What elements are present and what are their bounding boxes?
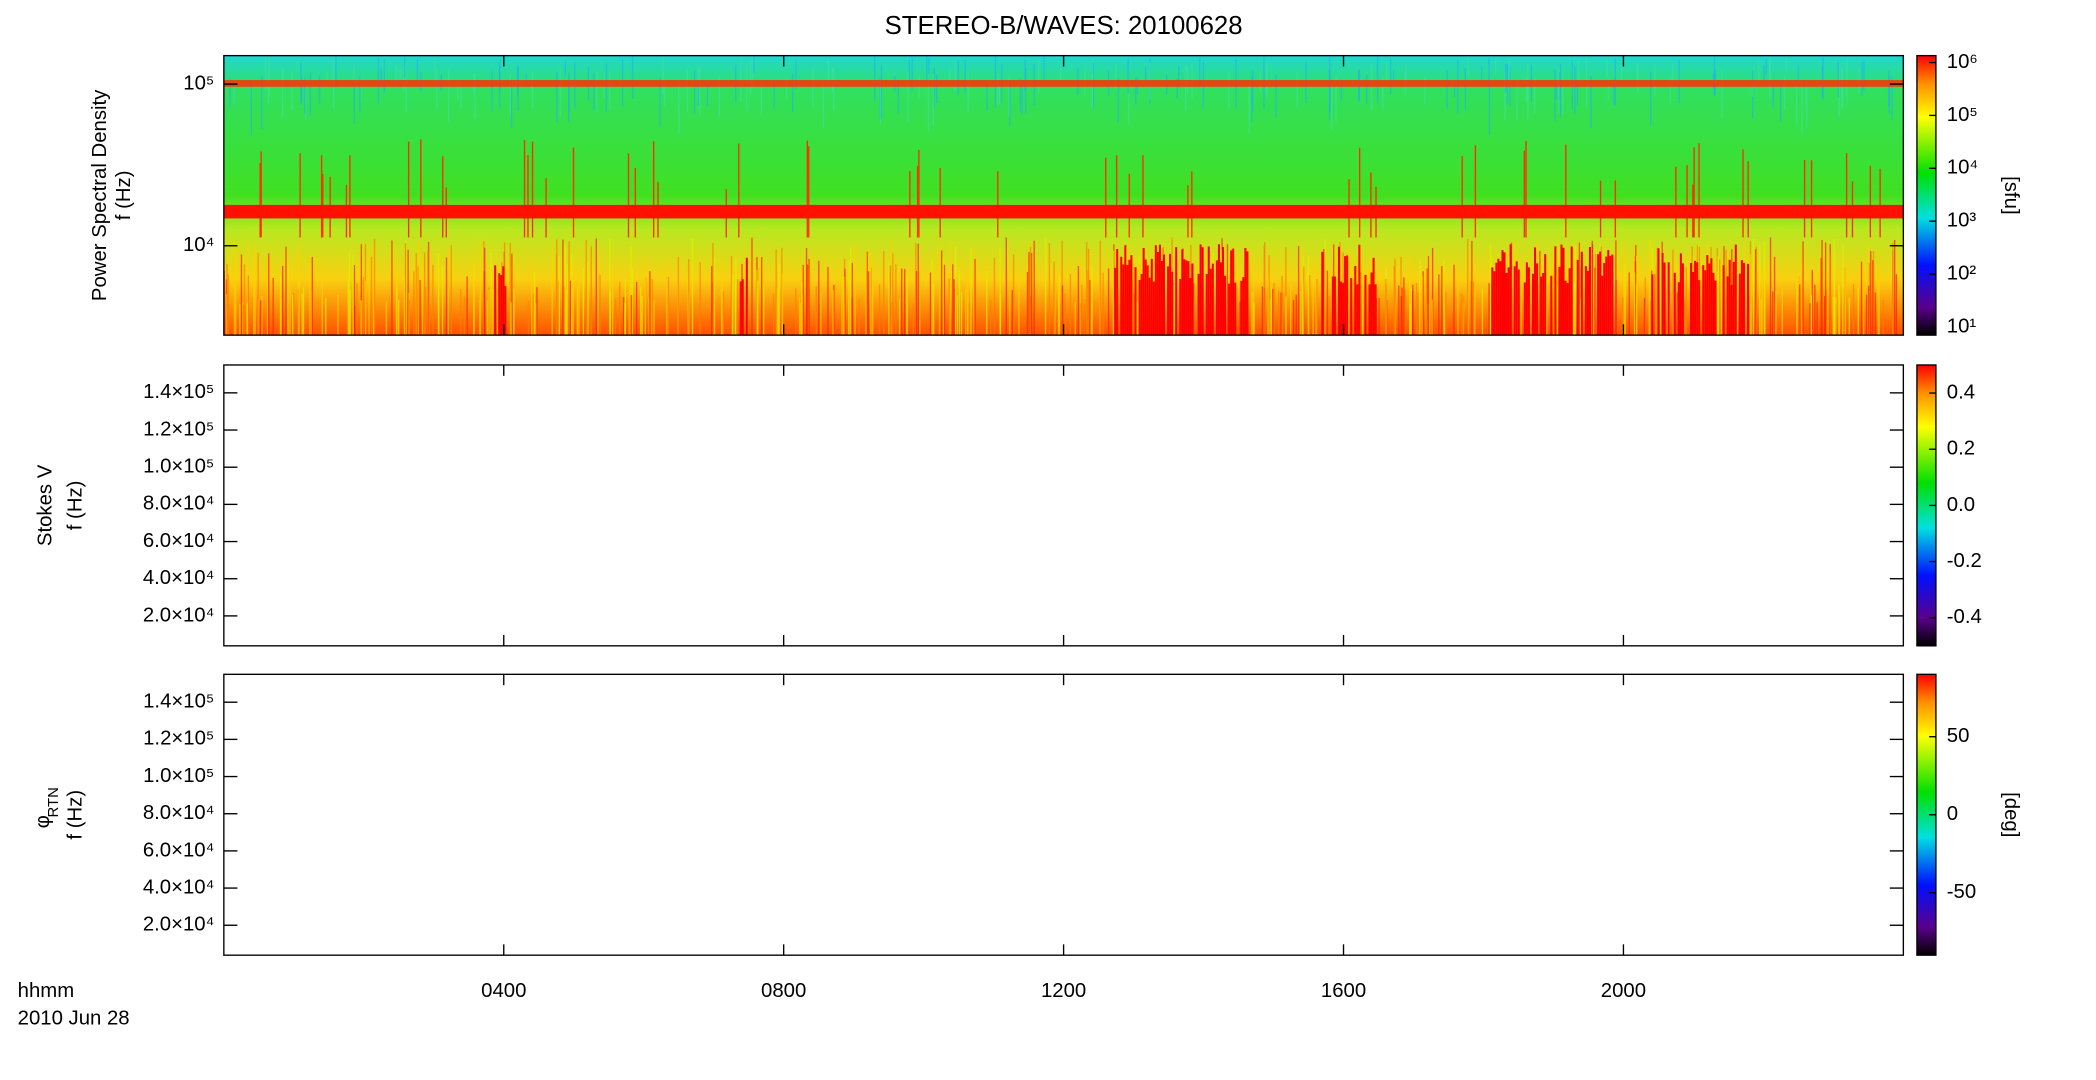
plot-frame [223,673,1905,956]
y-tick-label: 1.0×10⁵ [143,765,214,787]
y-tick-label: 10⁴ [183,234,214,256]
y-axis-label: f (Hz) [64,790,86,840]
y-tick-label: 1.4×10⁵ [143,691,214,713]
colorbar [1916,54,1937,336]
y-tick-label: 1.2×10⁵ [143,728,214,750]
y-tick-label: 2.0×10⁴ [143,604,215,626]
x-tick-label: 2000 [1601,980,1646,1002]
plot-frame [223,364,1905,647]
y-axis-label: φ [32,815,54,828]
colorbar-tick-label: -0.2 [1947,550,1982,572]
y-axis-label: f (Hz) [113,171,135,221]
x-tick-label: 1200 [1041,980,1086,1002]
y-tick-label: 2.0×10⁴ [143,914,215,936]
colorbar-tick-label: -50 [1947,881,1976,903]
spectrogram-band [223,80,1904,87]
colorbar-tick-label: 10⁶ [1947,51,1978,73]
x-tick-label: 0400 [481,980,526,1002]
y-tick-label: 1.4×10⁵ [143,381,214,403]
chart-title: STEREO-B/WAVES: 20100628 [885,12,1243,40]
colorbar-tick-label: 0.0 [1947,494,1975,516]
colorbar-tick-label: 10⁴ [1947,157,1978,179]
y-axis-label: f (Hz) [64,481,86,531]
y-tick-label: 10⁵ [183,72,214,94]
x-tick-label: 0800 [761,980,806,1002]
y-axis-label: Power Spectral Density [89,89,111,301]
colorbar-label: [deg] [2000,792,2022,837]
y-tick-label: 1.0×10⁵ [143,456,214,478]
colorbar-tick-label: 50 [1947,725,1970,747]
y-axis-label-sub: RTN [45,787,62,817]
y-tick-label: 4.0×10⁴ [143,567,215,589]
colorbar-tick-label: -0.4 [1947,606,1982,628]
x-axis-label: 2010 Jun 28 [18,1007,130,1029]
x-tick-label: 1600 [1321,980,1366,1002]
colorbar-label: [sfu] [2000,176,2022,214]
colorbar-tick-label: 0 [1947,803,1958,825]
y-tick-label: 1.2×10⁵ [143,418,214,440]
y-axis-label: Stokes V [35,464,57,546]
colorbar-tick-label: 10⁵ [1947,104,1978,126]
spectrogram-band [223,204,1904,219]
colorbar-tick-label: 10³ [1947,210,1977,232]
x-axis-label: hhmm [18,980,75,1002]
y-tick-label: 8.0×10⁴ [143,493,215,515]
y-tick-label: 6.0×10⁴ [143,530,215,552]
y-tick-label: 8.0×10⁴ [143,802,215,824]
y-tick-label: 4.0×10⁴ [143,876,215,898]
colorbar-tick-label: 10² [1947,262,1977,284]
colorbar-tick-label: 10¹ [1947,315,1977,337]
spectrogram-texture [223,55,1904,336]
colorbar-tick-label: 0.2 [1947,438,1975,460]
y-tick-label: 6.0×10⁴ [143,839,215,861]
colorbar-tick-label: 0.4 [1947,381,1975,403]
